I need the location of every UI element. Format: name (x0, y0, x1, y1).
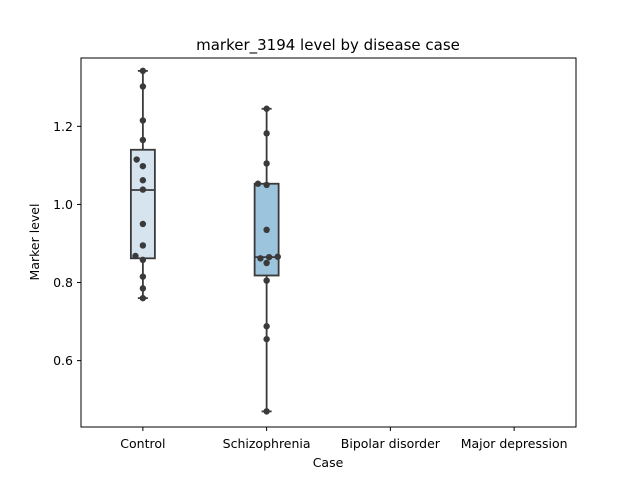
data-point (132, 252, 139, 260)
data-point (139, 273, 147, 280)
data-point (139, 256, 147, 264)
data-point (263, 408, 270, 415)
data-point (139, 242, 147, 249)
x-axis: Control Schizophrenia Bipolar disorder Majo… (120, 427, 568, 451)
data-point (139, 136, 147, 144)
data-point (139, 177, 147, 184)
y-axis-label: Marker level (27, 204, 42, 281)
data-point (139, 162, 147, 170)
data-point (139, 220, 147, 228)
x-axis-label: Case (313, 455, 344, 470)
x-tick-label: Major depression (461, 436, 568, 451)
data-point (254, 180, 262, 187)
data-point (139, 285, 147, 292)
data-point (263, 226, 270, 234)
data-point (139, 117, 147, 124)
x-tick-label: Bipolar disorder (341, 436, 441, 451)
data-point (263, 105, 270, 112)
box-group (253, 105, 281, 415)
data-point (265, 253, 273, 261)
data-point (263, 160, 270, 167)
plot-frame (80, 57, 577, 428)
chart-title: marker_3194 level by disease case (196, 36, 460, 55)
data-point (263, 130, 270, 137)
data-point (139, 83, 147, 90)
y-tick-label: 1.2 (53, 119, 73, 134)
data-point (139, 186, 147, 193)
data-point (263, 259, 270, 267)
y-axis: 0.6 0.8 1.0 1.2 (53, 119, 81, 368)
plot-area (129, 67, 281, 415)
data-point (274, 253, 281, 260)
data-point (263, 181, 270, 189)
y-tick-label: 0.6 (53, 353, 73, 368)
box-group (129, 67, 156, 302)
data-point (133, 156, 140, 163)
data-point (263, 335, 270, 343)
data-point (263, 323, 270, 330)
data-point (139, 294, 147, 302)
x-tick-label: Schizophrenia (223, 436, 311, 451)
x-tick-label: Control (120, 436, 165, 451)
y-tick-label: 0.8 (53, 275, 73, 290)
y-tick-label: 1.0 (53, 197, 73, 212)
data-point (257, 255, 264, 262)
data-point (263, 277, 270, 284)
data-point (139, 67, 147, 75)
